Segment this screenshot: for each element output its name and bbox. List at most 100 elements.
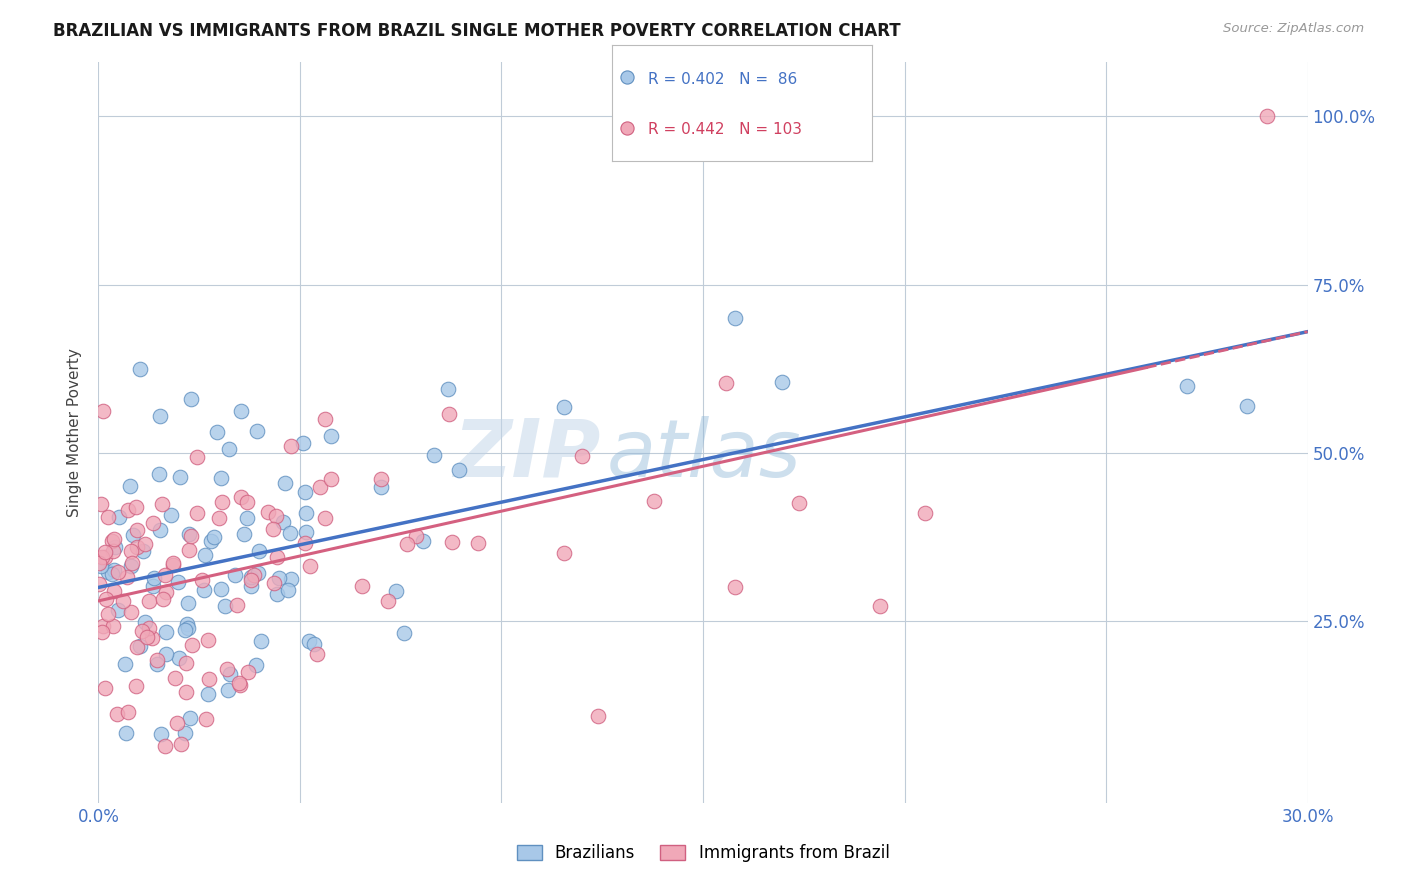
Point <box>94 544 117 558</box>
Point <box>405 529 427 543</box>
Point <box>101 566 124 581</box>
Point <box>553 400 575 414</box>
Point <box>197 672 219 686</box>
Text: ZIP: ZIP <box>453 416 600 494</box>
Point <box>229 490 252 504</box>
Point <box>120 605 142 619</box>
Point <box>101 618 124 632</box>
Point <box>115 570 138 584</box>
Point <box>170 737 193 751</box>
Point <box>770 375 793 389</box>
Point <box>143 570 166 584</box>
Point <box>385 583 408 598</box>
Point <box>197 687 219 701</box>
Point <box>112 593 135 607</box>
Point <box>197 633 219 648</box>
Point <box>229 404 252 418</box>
Point <box>304 637 326 651</box>
Text: Source: ZipAtlas.com: Source: ZipAtlas.com <box>1223 22 1364 36</box>
Point <box>273 475 295 490</box>
Point <box>228 676 250 690</box>
Point <box>319 429 342 443</box>
Point <box>103 563 125 577</box>
Point <box>91 619 114 633</box>
Point <box>236 510 259 524</box>
Point <box>90 497 112 511</box>
Point <box>239 579 262 593</box>
Point <box>395 536 418 550</box>
Point <box>214 599 236 613</box>
Point <box>181 638 204 652</box>
Point <box>142 579 165 593</box>
Point <box>163 672 186 686</box>
Point <box>467 536 489 550</box>
Point <box>152 592 174 607</box>
Point <box>97 565 120 579</box>
Point <box>307 647 329 661</box>
Point <box>93 550 115 565</box>
Point <box>108 510 131 524</box>
Point <box>266 587 288 601</box>
Point <box>107 603 129 617</box>
Point <box>153 568 176 582</box>
Point <box>571 450 593 464</box>
Point <box>436 382 458 396</box>
Point <box>195 712 218 726</box>
Point <box>277 582 299 597</box>
Point <box>97 607 120 621</box>
Point <box>179 526 201 541</box>
Point <box>101 543 124 558</box>
Point <box>94 592 117 607</box>
Point <box>190 574 212 588</box>
Point <box>240 570 263 584</box>
Point <box>117 705 139 719</box>
Point <box>162 556 184 570</box>
Point <box>226 599 249 613</box>
Point <box>97 509 120 524</box>
Point <box>294 524 316 539</box>
Point <box>280 439 302 453</box>
Point <box>217 682 239 697</box>
Point <box>150 497 173 511</box>
Point <box>249 633 271 648</box>
Point <box>263 576 285 591</box>
Point <box>200 534 222 549</box>
Point <box>138 621 160 635</box>
Point <box>138 594 160 608</box>
Point <box>294 484 316 499</box>
Point <box>245 657 267 672</box>
Point <box>162 558 184 572</box>
Point <box>134 615 156 629</box>
Point <box>209 471 232 485</box>
Point <box>440 535 463 549</box>
Point <box>180 529 202 543</box>
Point <box>202 530 225 544</box>
Point <box>104 540 127 554</box>
Point <box>194 548 217 562</box>
Point <box>146 657 169 671</box>
Point <box>117 503 139 517</box>
Point <box>132 544 155 558</box>
Point <box>724 311 747 326</box>
Point <box>174 656 197 670</box>
Point <box>314 510 336 524</box>
Point <box>173 725 195 739</box>
Point <box>177 596 200 610</box>
Point <box>205 425 228 440</box>
Point <box>134 537 156 551</box>
Point <box>294 536 316 550</box>
Point <box>131 624 153 638</box>
Point <box>125 679 148 693</box>
Point <box>280 572 302 586</box>
Point <box>150 727 173 741</box>
Point <box>269 571 291 585</box>
Legend: Brazilians, Immigrants from Brazil: Brazilians, Immigrants from Brazil <box>510 838 896 869</box>
Point <box>298 633 321 648</box>
Point <box>91 403 114 417</box>
Point <box>278 526 301 541</box>
Point <box>262 522 284 536</box>
Point <box>215 662 238 676</box>
Point <box>149 409 172 423</box>
Point <box>616 121 638 136</box>
Point <box>449 463 471 477</box>
